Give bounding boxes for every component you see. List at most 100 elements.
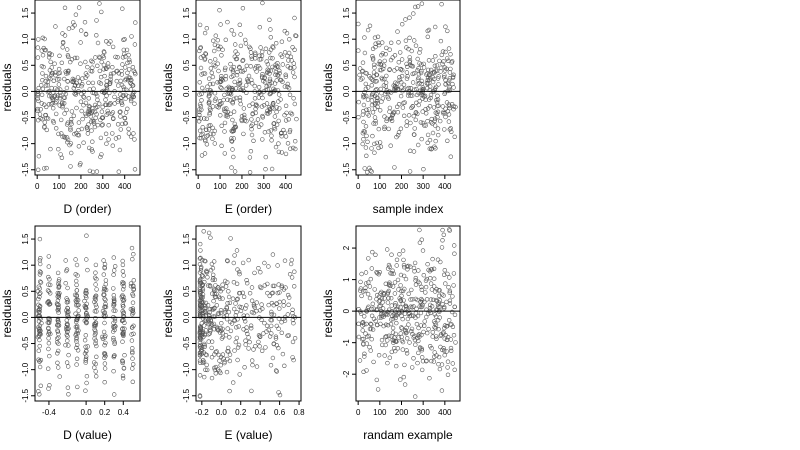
data-point bbox=[387, 105, 393, 111]
data-point bbox=[196, 115, 201, 121]
data-point bbox=[197, 282, 203, 287]
data-point bbox=[259, 122, 264, 127]
data-point bbox=[224, 305, 230, 310]
data-point bbox=[281, 303, 286, 308]
data-point bbox=[229, 128, 234, 134]
data-point bbox=[229, 165, 234, 170]
data-point bbox=[283, 103, 289, 109]
data-point bbox=[102, 262, 108, 267]
data-point bbox=[370, 57, 376, 62]
data-point bbox=[403, 17, 408, 22]
data-point bbox=[102, 265, 107, 270]
data-point bbox=[369, 83, 374, 88]
data-point bbox=[265, 62, 271, 67]
data-point bbox=[204, 26, 210, 31]
data-point bbox=[265, 111, 271, 116]
data-point bbox=[94, 354, 99, 359]
data-point bbox=[286, 117, 291, 122]
data-point bbox=[442, 89, 448, 95]
data-point bbox=[270, 252, 276, 257]
data-point bbox=[362, 354, 367, 359]
data-point bbox=[276, 99, 281, 104]
data-point bbox=[43, 104, 49, 110]
data-point bbox=[425, 330, 430, 336]
data-point bbox=[241, 106, 247, 111]
data-point bbox=[449, 60, 454, 65]
data-point bbox=[253, 50, 258, 55]
data-point bbox=[425, 132, 431, 138]
data-point bbox=[237, 64, 242, 70]
data-point bbox=[384, 45, 389, 51]
data-point bbox=[50, 70, 55, 76]
data-point bbox=[200, 125, 205, 130]
y-tick-label: 0.0 bbox=[182, 311, 191, 323]
data-point bbox=[84, 295, 89, 300]
data-point bbox=[362, 166, 367, 171]
data-point bbox=[96, 101, 102, 106]
data-point bbox=[63, 343, 68, 348]
data-point bbox=[231, 380, 236, 385]
data-point bbox=[378, 291, 383, 296]
data-point bbox=[213, 96, 218, 101]
data-point bbox=[281, 299, 286, 304]
data-point bbox=[94, 309, 99, 314]
data-point bbox=[45, 366, 51, 371]
data-point bbox=[433, 334, 439, 339]
data-point bbox=[82, 20, 88, 25]
data-point bbox=[102, 296, 107, 301]
data-point bbox=[417, 345, 423, 350]
data-point bbox=[365, 97, 371, 102]
data-point bbox=[383, 281, 388, 286]
data-point bbox=[65, 329, 70, 334]
data-point bbox=[398, 283, 403, 288]
data-point bbox=[80, 76, 85, 81]
data-point bbox=[203, 367, 208, 372]
data-point bbox=[393, 348, 398, 354]
data-point bbox=[126, 67, 132, 72]
y-tick-label: 1.5 bbox=[182, 7, 191, 19]
data-point bbox=[47, 318, 52, 323]
data-point bbox=[427, 376, 432, 381]
data-point bbox=[278, 131, 284, 136]
data-point bbox=[201, 323, 207, 328]
data-point bbox=[227, 388, 232, 394]
data-point bbox=[440, 104, 445, 109]
data-point bbox=[36, 37, 41, 42]
data-point bbox=[199, 345, 204, 350]
data-point bbox=[292, 284, 297, 289]
data-point bbox=[256, 339, 261, 345]
data-point bbox=[441, 330, 446, 335]
data-point bbox=[219, 321, 224, 326]
data-point bbox=[372, 150, 377, 155]
data-point bbox=[120, 6, 125, 11]
data-point bbox=[102, 343, 107, 348]
data-point bbox=[239, 114, 245, 119]
data-point bbox=[371, 78, 376, 83]
data-point bbox=[37, 112, 43, 117]
data-point bbox=[423, 290, 428, 295]
data-point bbox=[36, 284, 41, 289]
data-point bbox=[400, 22, 405, 27]
data-point bbox=[280, 79, 285, 84]
data-point bbox=[443, 68, 448, 73]
data-point bbox=[266, 264, 271, 269]
data-point bbox=[453, 340, 458, 345]
data-point bbox=[44, 127, 49, 133]
data-point bbox=[46, 264, 51, 269]
data-point bbox=[277, 392, 283, 398]
data-point bbox=[197, 394, 203, 399]
data-point bbox=[260, 113, 265, 119]
data-point bbox=[74, 328, 80, 334]
data-point bbox=[444, 299, 449, 305]
data-point bbox=[292, 101, 297, 107]
data-point bbox=[366, 113, 371, 118]
data-point bbox=[110, 116, 116, 121]
y-tick-label: -1.0 bbox=[182, 136, 191, 150]
data-point bbox=[265, 281, 270, 287]
data-point bbox=[66, 392, 71, 397]
data-point bbox=[394, 363, 399, 369]
x-tick-label: 100 bbox=[373, 408, 387, 417]
data-point bbox=[419, 284, 424, 290]
data-point bbox=[85, 125, 90, 130]
data-point bbox=[55, 360, 60, 365]
